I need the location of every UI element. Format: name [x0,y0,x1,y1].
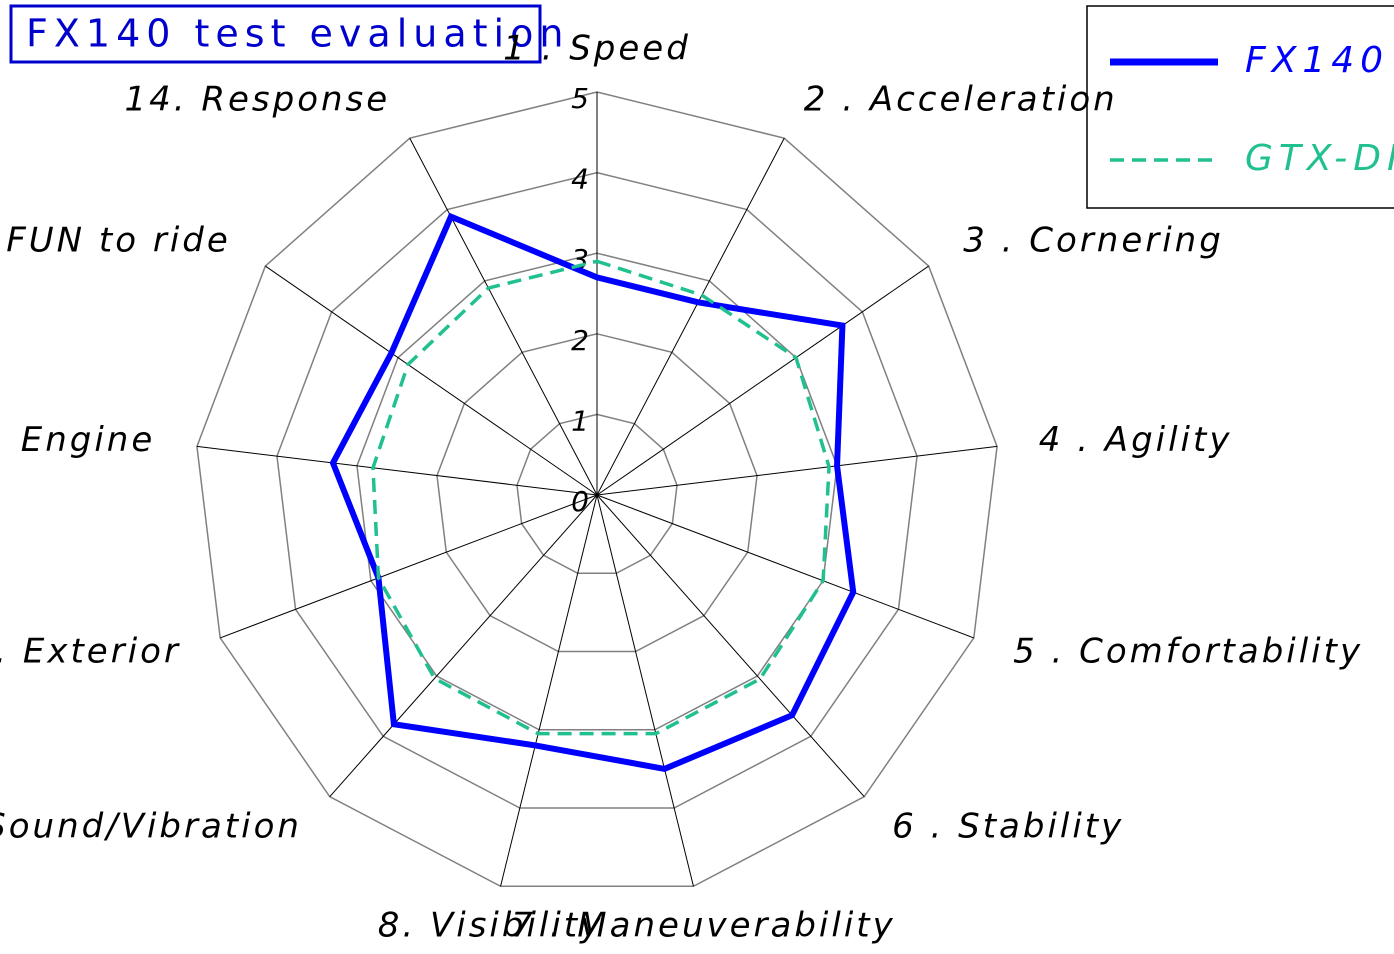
category-label: 3 . Cornering [963,221,1224,261]
category-label: 6 . Stability [892,807,1124,847]
r-tick-label: 5 [571,82,589,115]
r-tick-label: 4 [571,163,589,196]
category-label: 14. Response [124,79,390,119]
axis-spoke [596,494,694,887]
series-line [371,259,831,736]
category-label: 4 . Agility [1039,420,1233,460]
axis-spoke [596,494,865,797]
axis-spoke [596,445,998,496]
chart-title: FX140 test evaluation [26,12,569,56]
category-label: 7 . Maneuverability [511,906,895,946]
legend-box [1086,5,1394,209]
r-tick-label: 1 [571,404,589,437]
series-line [329,212,857,773]
category-label: 1 . Speed [503,29,691,69]
axis-spoke [409,137,598,496]
category-label: 8. Visibility [378,906,604,946]
axis-spoke [329,494,598,797]
category-label: 2 . Acceleration [804,79,1118,119]
category-label: 13. FUN to ride [0,221,231,261]
legend-label: GTX-DI [1245,138,1394,179]
category-label: 5 . Comfortability [1013,631,1363,671]
title-box [9,4,542,64]
category-label: 1 2. Engine [0,420,155,460]
axis-spoke [265,265,598,496]
r-tick-label: 2 [571,324,589,357]
grid-ring [276,171,918,809]
axis-spoke [500,494,598,887]
axis-spoke [196,445,598,496]
legend-label: FX140 [1245,40,1389,81]
category-label: 9. Sound/Vibration [0,807,302,847]
grid-ring [516,413,678,575]
axis-spoke [596,494,974,639]
grid-ring [436,333,758,653]
axis-spoke [596,137,785,496]
category-label: 10. Exterior [0,631,181,671]
axis-spoke [220,494,598,639]
axis-spoke [596,265,929,496]
grid-ring [196,91,998,888]
